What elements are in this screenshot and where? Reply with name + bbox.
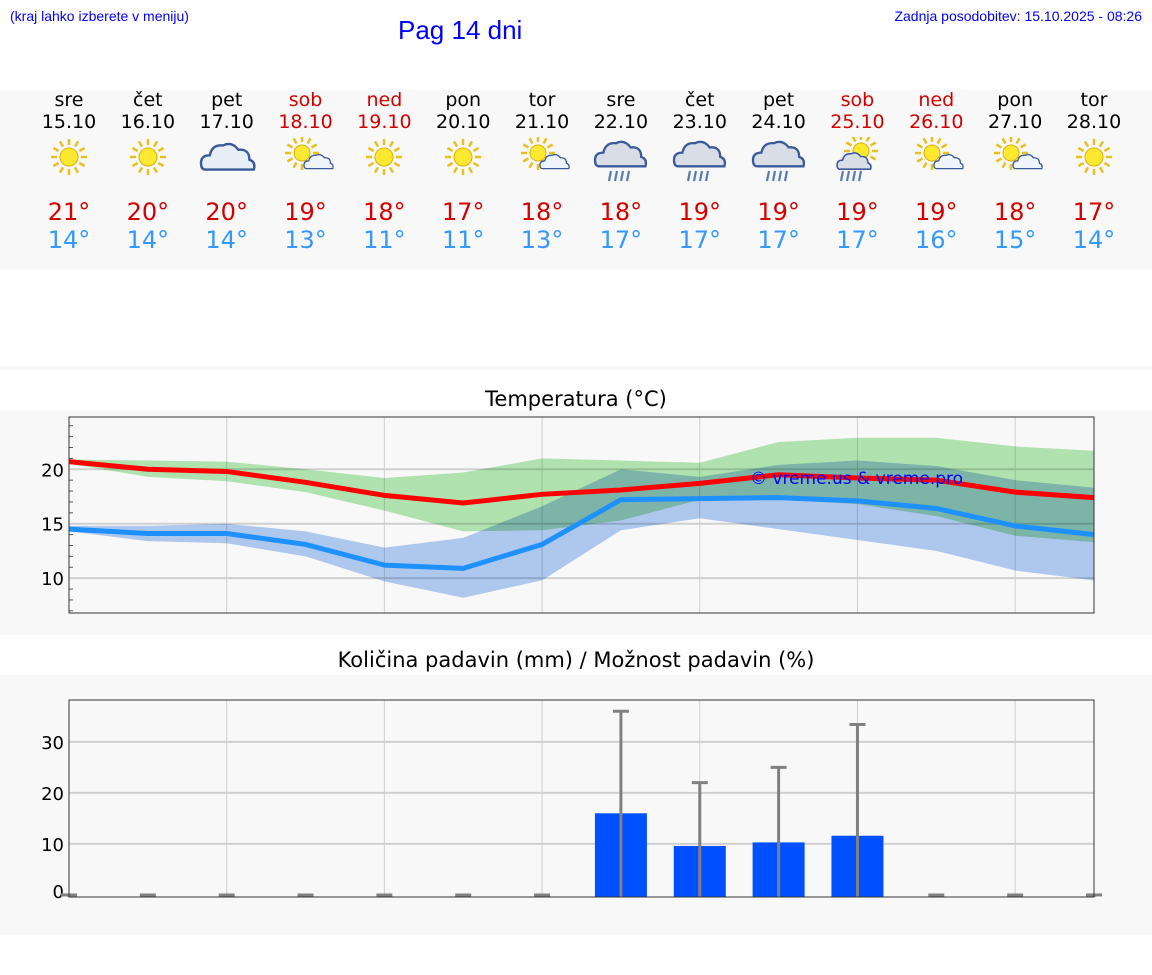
day-name: sob	[288, 89, 323, 111]
divider	[0, 366, 1152, 370]
max-temperature: 18°	[599, 198, 643, 226]
day-date: 22.10	[593, 111, 649, 133]
sun-weather-icon	[29, 137, 109, 197]
y-tick-label: 15	[41, 515, 64, 536]
min-temperature: 11°	[441, 226, 485, 254]
max-temperature: 18°	[363, 198, 406, 226]
min-temperature: 17°	[599, 226, 643, 254]
day-name: pon	[997, 89, 1033, 111]
min-temperature: 17°	[836, 226, 879, 254]
max-temperature: 19°	[757, 198, 800, 226]
plot-border	[68, 699, 1095, 898]
day-date: 27.10	[987, 111, 1043, 133]
day-date: 25.10	[830, 111, 885, 133]
location-hint: (kraj lahko izberete v meniju)	[10, 8, 189, 24]
plot-border	[68, 416, 1095, 614]
max-temperature: 18°	[993, 198, 1037, 226]
min-temperature: 14°	[205, 226, 248, 254]
day-date: 19.10	[357, 111, 412, 133]
max-temperature-line	[68, 459, 1095, 506]
max-temperature: 19°	[915, 198, 958, 226]
day-name: pet	[211, 89, 243, 111]
min-temperature-line	[68, 495, 1095, 571]
sun-weather-icon	[423, 137, 503, 197]
min-temperature-range-band	[69, 460, 1094, 598]
max-temperature: 21°	[47, 198, 91, 226]
sun-weather-icon	[1054, 137, 1134, 197]
day-name: ned	[918, 89, 955, 111]
y-tick-label: 20	[41, 460, 64, 481]
day-name: ned	[366, 89, 403, 111]
day-date: 28.10	[1066, 111, 1122, 133]
day-name: čet	[133, 89, 163, 111]
day-date: 15.10	[41, 111, 97, 133]
day-date: 16.10	[120, 111, 176, 133]
day-name: čet	[684, 89, 715, 111]
day-date: 20.10	[436, 111, 491, 133]
day-date: 24.10	[751, 111, 806, 133]
sun-cloud-weather-icon	[266, 136, 346, 197]
day-date: 21.10	[514, 111, 570, 133]
max-temperature: 20°	[205, 198, 248, 226]
daily-forecast-strip	[0, 90, 1152, 270]
max-temperature: 19°	[284, 198, 327, 226]
sun-cloud-weather-icon	[896, 136, 976, 197]
temperature-chart-title: Temperatura (°C)	[485, 387, 667, 411]
day-date: 17.10	[199, 111, 254, 133]
watermark: © vreme.us & vreme.pro	[750, 469, 963, 489]
page-title: Pag 14 dni	[398, 15, 523, 45]
sun-weather-icon	[108, 137, 188, 197]
day-name: tor	[1080, 89, 1108, 111]
day-name: tor	[528, 89, 556, 111]
max-temperature: 20°	[126, 198, 170, 226]
rain-weather-icon	[660, 137, 740, 197]
cloud-weather-icon	[187, 137, 267, 197]
max-temperature: 17°	[441, 198, 485, 226]
y-tick-label: 10	[41, 835, 64, 856]
day-date: 26.10	[909, 111, 964, 133]
sun-cloud-weather-icon	[975, 136, 1055, 197]
min-temperature: 13°	[520, 226, 564, 254]
last-updated: Zadnja posodobitev: 15.10.2025 - 08:26	[894, 8, 1142, 24]
max-temperature: 19°	[678, 198, 722, 226]
max-temperature: 17°	[1072, 198, 1116, 226]
day-date: 18.10	[278, 111, 333, 133]
precipitation-chart-title: Količina padavin (mm) / Možnost padavin …	[337, 648, 815, 672]
day-name: sre	[54, 89, 84, 111]
y-tick-label: 30	[41, 733, 64, 754]
y-tick-label: 0	[53, 882, 64, 903]
min-temperature: 17°	[678, 226, 722, 254]
min-temperature: 17°	[757, 226, 800, 254]
plot-area	[69, 700, 1094, 897]
rain-weather-icon	[739, 137, 819, 197]
day-name: sre	[606, 89, 636, 111]
min-temperature: 14°	[47, 226, 91, 254]
min-temperature: 11°	[363, 226, 406, 254]
min-temperature: 14°	[1072, 226, 1116, 254]
sun-rain-weather-icon	[817, 134, 897, 197]
day-date: 23.10	[672, 111, 727, 133]
max-temperature: 19°	[836, 198, 879, 226]
day-name: pon	[445, 89, 482, 111]
max-temperature: 18°	[520, 198, 564, 226]
y-tick-label: 20	[41, 784, 64, 805]
min-temperature: 14°	[126, 226, 170, 254]
rain-weather-icon	[581, 137, 661, 197]
day-name: pet	[763, 89, 795, 111]
day-name: sob	[840, 89, 875, 111]
min-temperature: 16°	[915, 226, 958, 254]
min-temperature: 15°	[993, 226, 1037, 254]
sun-cloud-weather-icon	[502, 136, 582, 197]
sun-weather-icon	[344, 137, 424, 197]
y-tick-label: 10	[41, 569, 64, 590]
min-temperature: 13°	[284, 226, 327, 254]
